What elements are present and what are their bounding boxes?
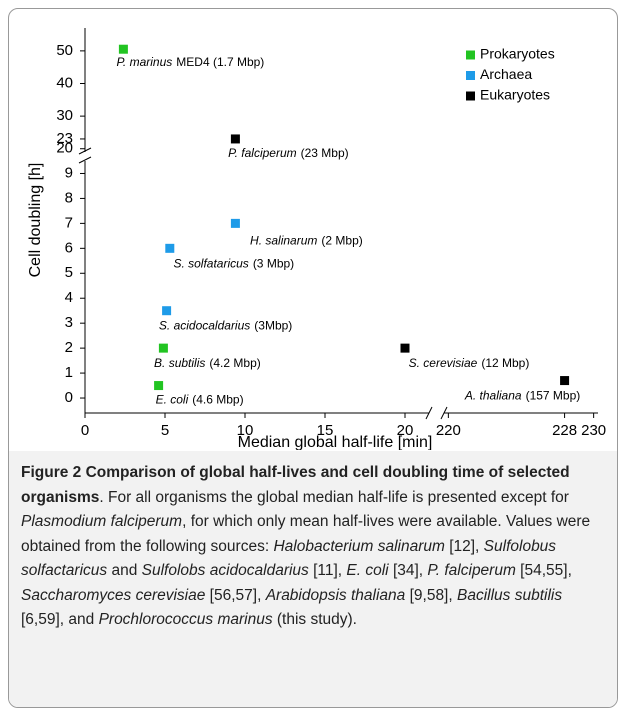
y-tick-label: 3 [65,314,73,331]
y-tick-label: 6 [65,239,73,256]
point-label-species: H. salinarum [250,234,317,248]
caption-text: [34], [388,562,428,579]
y-tick-label: 7 [65,214,73,231]
point-label: P. marinus MED4 (1.7 Mbp) [116,55,264,69]
x-tick-label: 230 [581,422,606,439]
legend-label: Archaea [480,66,532,82]
x-tick-label: 15 [317,422,334,439]
caption-text: [56,57], [205,586,266,604]
point-label-detail: (3Mbp) [254,319,292,333]
point-label: E. coli (4.6 Mbp) [156,393,244,407]
point-label: S. solfataricus (3 Mbp) [173,256,294,270]
caption-text: Prochlorococcus marinus [98,611,273,628]
data-point [400,343,410,353]
point-label: A. thaliana (157 Mbp) [464,389,580,403]
legend-swatch [466,50,475,60]
legend-swatch [466,71,475,80]
data-point [162,306,172,316]
axis-break [440,406,448,420]
caption-text: Bacillus subtilis [456,586,563,604]
y-tick-label: 5 [65,264,73,281]
caption-text: Sulfolobs acidocaldarius [141,562,309,579]
point-label-detail: (157 Mbp) [526,389,581,403]
point-label-detail: (4.6 Mbp) [192,393,243,407]
caption-text: Sulfolobus solfactaricus [21,537,557,580]
x-tick-label: 10 [237,422,254,439]
data-point [158,343,168,353]
data-point [230,134,240,144]
legend-swatch [466,91,475,101]
point-label-species: S. solfataricus [173,256,248,270]
caption-text: and [107,562,142,579]
y-tick-label: 20 [56,140,73,157]
data-point [560,376,570,386]
point-label-detail: (4.2 Mbp) [209,356,260,370]
y-tick-label: 1 [65,364,73,381]
caption-text: [6,59], and [21,611,99,628]
caption-text: [11], [308,562,347,579]
x-tick-label: 228 [552,422,577,439]
caption-text: Halobacterium salinarum [273,537,445,555]
y-tick-label: 40 [56,74,73,91]
y-tick-label: 0 [65,389,73,406]
point-label-detail: (3 Mbp) [253,256,294,270]
caption-text: Arabidopsis thaliana [265,586,406,604]
caption-text: , for which only mean half-lives were av… [21,513,591,555]
point-label: H. salinarum (2 Mbp) [250,234,363,248]
chart: Median global half-life [min] Cell doubl… [27,28,606,450]
y-tick-label: 2 [65,339,73,356]
point-label-species: P. falciperum [228,146,296,160]
point-label-species: P. marinus [116,55,172,69]
data-point [165,243,175,253]
data-point [154,381,164,391]
point-label-species: E. coli [156,393,189,407]
data-point [230,218,240,228]
axis-break [425,406,433,420]
point-label-species: S. cerevisiae [409,356,478,370]
axis-break [78,156,92,164]
caption-text: E. coli [346,562,389,579]
caption-text: Figure 2 Comparison of global half-lives… [21,464,570,506]
caption-text: Saccharomyces cerevisiae [21,586,206,604]
point-label-detail: (12 Mbp) [481,356,529,370]
axis-break [78,147,92,155]
figure-frame: Median global half-life [min] Cell doubl… [8,8,618,708]
x-tick-label: 220 [436,422,461,439]
point-label-species: S. acidocaldarius [159,319,250,333]
point-label: P. falciperum (23 Mbp) [228,146,349,160]
caption-text: (this study). [272,611,357,628]
caption-text: Plasmodium falciperum [21,513,183,530]
caption: Figure 2 Comparison of global half-lives… [9,451,617,707]
y-axis-label: Cell doubling [h] [27,163,44,278]
x-tick-label: 5 [161,422,169,439]
y-tick-label: 8 [65,189,73,206]
y-tick-label: 30 [56,107,73,124]
caption-text: . For all organisms the global median ha… [99,488,569,506]
point-label: S. cerevisiae (12 Mbp) [409,356,530,370]
point-label-species: A. thaliana [464,389,522,403]
caption-text: [54,55], [515,562,572,579]
point-label-detail: (2 Mbp) [321,234,362,248]
y-tick-label: 50 [56,42,73,59]
point-label-detail: MED4 (1.7 Mbp) [176,55,264,69]
y-tick-label: 23 [56,130,73,147]
x-axis-label: Median global half-life [min] [238,434,433,450]
point-label-species: B. subtilis [154,356,205,370]
data-point [118,44,128,54]
legend-label: Prokaryotes [480,46,555,62]
y-tick-label: 9 [65,164,73,181]
x-tick-label: 20 [397,422,414,439]
x-tick-label: 0 [81,422,89,439]
point-label: S. acidocaldarius (3Mbp) [159,319,292,333]
caption-text: [9,58], [405,586,457,604]
legend-label: Eukaryotes [480,87,550,103]
y-tick-label: 4 [65,289,73,306]
caption-text: [12], [444,537,484,555]
caption-text: P. falciperum [427,562,516,579]
point-label: B. subtilis (4.2 Mbp) [154,356,261,370]
point-label-detail: (23 Mbp) [301,146,349,160]
